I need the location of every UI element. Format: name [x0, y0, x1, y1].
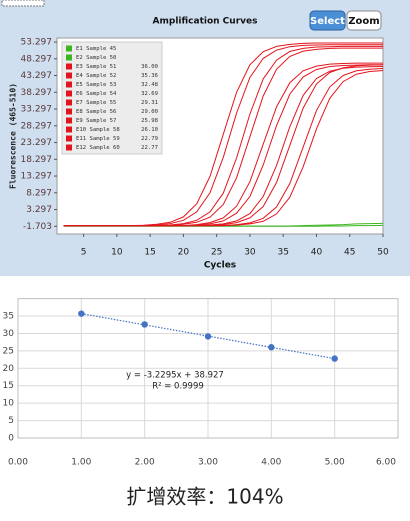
legend-label: E8 Sample 56 [76, 109, 116, 115]
x-tick-label: 10 [111, 248, 123, 258]
y-tick-label: 33.297 [21, 105, 53, 115]
y-tick-label: 23.297 [21, 138, 53, 148]
legend-swatch [66, 117, 72, 124]
legend-swatch [66, 108, 72, 115]
legend-swatch [66, 90, 72, 97]
data-point [78, 310, 85, 317]
legend-label: E9 Sample 57 [76, 118, 116, 124]
x-tick-label: 5.00 [325, 458, 345, 468]
legend-swatch [66, 99, 72, 106]
legend-ct: 29.00 [141, 109, 158, 115]
legend-ct: 36.00 [141, 64, 158, 70]
legend-ct: 26.10 [141, 127, 158, 133]
legend-ct: 22.79 [141, 136, 158, 142]
legend-swatch [66, 54, 72, 61]
x-tick-label: 6.00 [376, 458, 396, 468]
legend-ct: 22.77 [141, 145, 158, 151]
y-tick-label: 10 [3, 399, 15, 409]
x-tick-label: 30 [244, 248, 256, 258]
y-tick-label: 5 [8, 416, 14, 426]
data-point [141, 321, 148, 328]
y-tick-label: 25 [3, 346, 14, 356]
legend-label: E4 Sample 52 [76, 73, 116, 79]
chart-title: Amplification Curves [153, 17, 258, 27]
legend-ct: 32.48 [141, 82, 158, 88]
legend-swatch [66, 81, 72, 88]
legend-ct: 25.98 [141, 118, 158, 124]
plot-border [17, 298, 399, 439]
trendline [81, 313, 335, 360]
x-tick-label: 2.00 [135, 458, 155, 468]
legend-label: E1 Sample 45 [76, 46, 116, 52]
legend-swatch [66, 135, 72, 142]
y-tick-label: 43.297 [21, 71, 53, 81]
y-tick-label: 13.297 [21, 172, 53, 182]
legend-label: E2 Sample 50 [76, 55, 116, 61]
legend-label: E12 Sample 60 [76, 145, 120, 151]
legend-label: E5 Sample 53 [76, 82, 116, 88]
x-tick-label: 4.00 [261, 458, 281, 468]
toolbar-button[interactable] [346, 10, 382, 31]
toolbar-button-label[interactable]: Zoom [348, 16, 379, 27]
x-tick-label: 25 [211, 248, 222, 258]
trendline-r-squared: R² = 0.9999 [152, 382, 204, 392]
x-tick-label: 3.00 [198, 458, 218, 468]
y-tick-label: 20 [3, 364, 15, 374]
y-tick-label: 0 [8, 434, 14, 444]
y-tick-label: 3.297 [26, 205, 52, 215]
y-tick-label: 48.297 [21, 54, 53, 64]
x-tick-label: 20 [178, 248, 190, 258]
x-tick-label: 5 [81, 248, 87, 258]
x-tick-label: 50 [377, 248, 389, 258]
legend-label: E3 Sample 51 [76, 64, 116, 70]
legend-swatch [66, 72, 72, 79]
y-tick-label: 18.297 [21, 155, 53, 165]
series-line [63, 42, 383, 227]
legend-swatch [66, 144, 72, 151]
toolbar-button[interactable] [309, 10, 346, 31]
x-tick-label: 45 [344, 248, 355, 258]
series-line [63, 224, 384, 227]
legend-label: E6 Sample 54 [76, 91, 117, 97]
y-tick-label: 28.297 [21, 121, 53, 131]
tab [1, 0, 45, 7]
x-tick-label: 15 [144, 248, 155, 258]
y-tick-label: 53.297 [21, 38, 53, 48]
legend-label: E7 Sample 55 [76, 100, 116, 106]
y-tick-label: 8.297 [26, 188, 52, 198]
data-point [331, 355, 338, 362]
legend-label: E10 Sample 58 [76, 127, 120, 133]
data-point [204, 333, 212, 340]
legend-ct: 35.36 [141, 73, 158, 79]
trendline-equation: y = -3.2295x + 38.927 [126, 371, 224, 381]
y-tick-label: 15 [3, 381, 14, 391]
y-tick-label: 35 [3, 312, 14, 322]
legend-swatch [66, 63, 72, 70]
x-axis-label: Cycles [204, 261, 236, 271]
legend-swatch [66, 126, 72, 133]
caption: 扩增效率：104% [126, 485, 283, 509]
toolbar-button-label[interactable]: Select [310, 16, 345, 27]
y-tick-label: -1.703 [23, 222, 52, 232]
x-tick-label: 35 [277, 248, 288, 258]
legend-swatch [66, 45, 72, 52]
legend-box [61, 41, 163, 155]
y-tick-label: 30 [3, 329, 15, 339]
legend-ct: 32.69 [141, 91, 158, 97]
x-tick-label: 0.00 [8, 458, 28, 468]
legend-ct: 29.31 [141, 100, 158, 106]
y-tick-label: 38.297 [21, 88, 53, 98]
x-tick-label: 40 [311, 248, 323, 258]
x-tick-label: 1.00 [71, 458, 91, 468]
data-point [268, 344, 275, 351]
legend-label: E11 Sample 59 [76, 136, 120, 142]
y-axis-label: Fluorescence (465-510) [9, 83, 18, 189]
